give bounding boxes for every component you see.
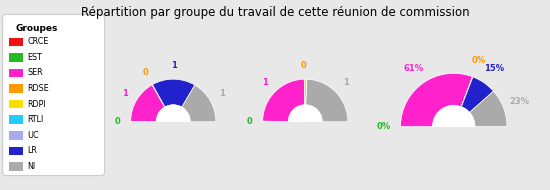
Text: NI: NI (28, 162, 36, 171)
Bar (9, 162, 23, 171)
Wedge shape (461, 77, 493, 112)
Circle shape (288, 105, 322, 139)
Bar (9, 53, 23, 62)
Text: 0%: 0% (472, 56, 486, 65)
Text: 15%: 15% (483, 64, 504, 73)
Text: 0: 0 (142, 68, 149, 77)
Text: RDSE: RDSE (28, 84, 50, 93)
Text: SER: SER (28, 68, 43, 78)
Wedge shape (131, 85, 165, 122)
Bar (107, 122, 239, 145)
Bar (9, 84, 23, 93)
Text: Présents: Présents (154, 135, 192, 143)
Text: RTLI: RTLI (28, 115, 44, 124)
Text: 0: 0 (301, 61, 307, 70)
Wedge shape (131, 121, 156, 122)
Bar (9, 38, 23, 46)
Text: Interventions: Interventions (275, 135, 336, 143)
Wedge shape (400, 73, 472, 127)
Text: 1: 1 (219, 89, 225, 98)
Wedge shape (263, 121, 288, 122)
Wedge shape (182, 85, 216, 122)
Bar (9, 100, 23, 108)
Bar (9, 116, 23, 124)
Text: 1: 1 (171, 61, 177, 70)
Bar (371, 127, 536, 156)
Text: EST: EST (28, 53, 42, 62)
Text: 23%: 23% (509, 97, 530, 106)
Wedge shape (263, 79, 305, 121)
Text: 61%: 61% (404, 64, 424, 73)
Text: CRCE: CRCE (28, 37, 49, 46)
FancyBboxPatch shape (3, 14, 104, 176)
Text: UC: UC (28, 131, 39, 140)
Text: LR: LR (28, 146, 37, 155)
Text: Groupes: Groupes (15, 24, 58, 32)
Text: 1: 1 (122, 89, 128, 98)
Wedge shape (461, 77, 473, 107)
Text: Temps de parole
(mots prononcés): Temps de parole (mots prononcés) (414, 134, 493, 154)
Wedge shape (152, 85, 165, 107)
Wedge shape (470, 91, 507, 127)
Wedge shape (152, 79, 195, 107)
Text: 0: 0 (114, 117, 120, 126)
Bar (9, 131, 23, 139)
Bar (239, 122, 371, 145)
Circle shape (432, 105, 475, 148)
Bar (9, 147, 23, 155)
Text: 1: 1 (262, 78, 268, 87)
Text: 1: 1 (343, 78, 349, 87)
Wedge shape (306, 79, 348, 122)
Circle shape (156, 105, 190, 139)
Text: Répartition par groupe du travail de cette réunion de commission: Répartition par groupe du travail de cet… (81, 6, 469, 19)
Bar (9, 69, 23, 77)
Wedge shape (304, 79, 307, 105)
Text: 0%: 0% (376, 122, 390, 131)
Text: RDPI: RDPI (28, 100, 46, 109)
Text: 0: 0 (246, 117, 252, 126)
